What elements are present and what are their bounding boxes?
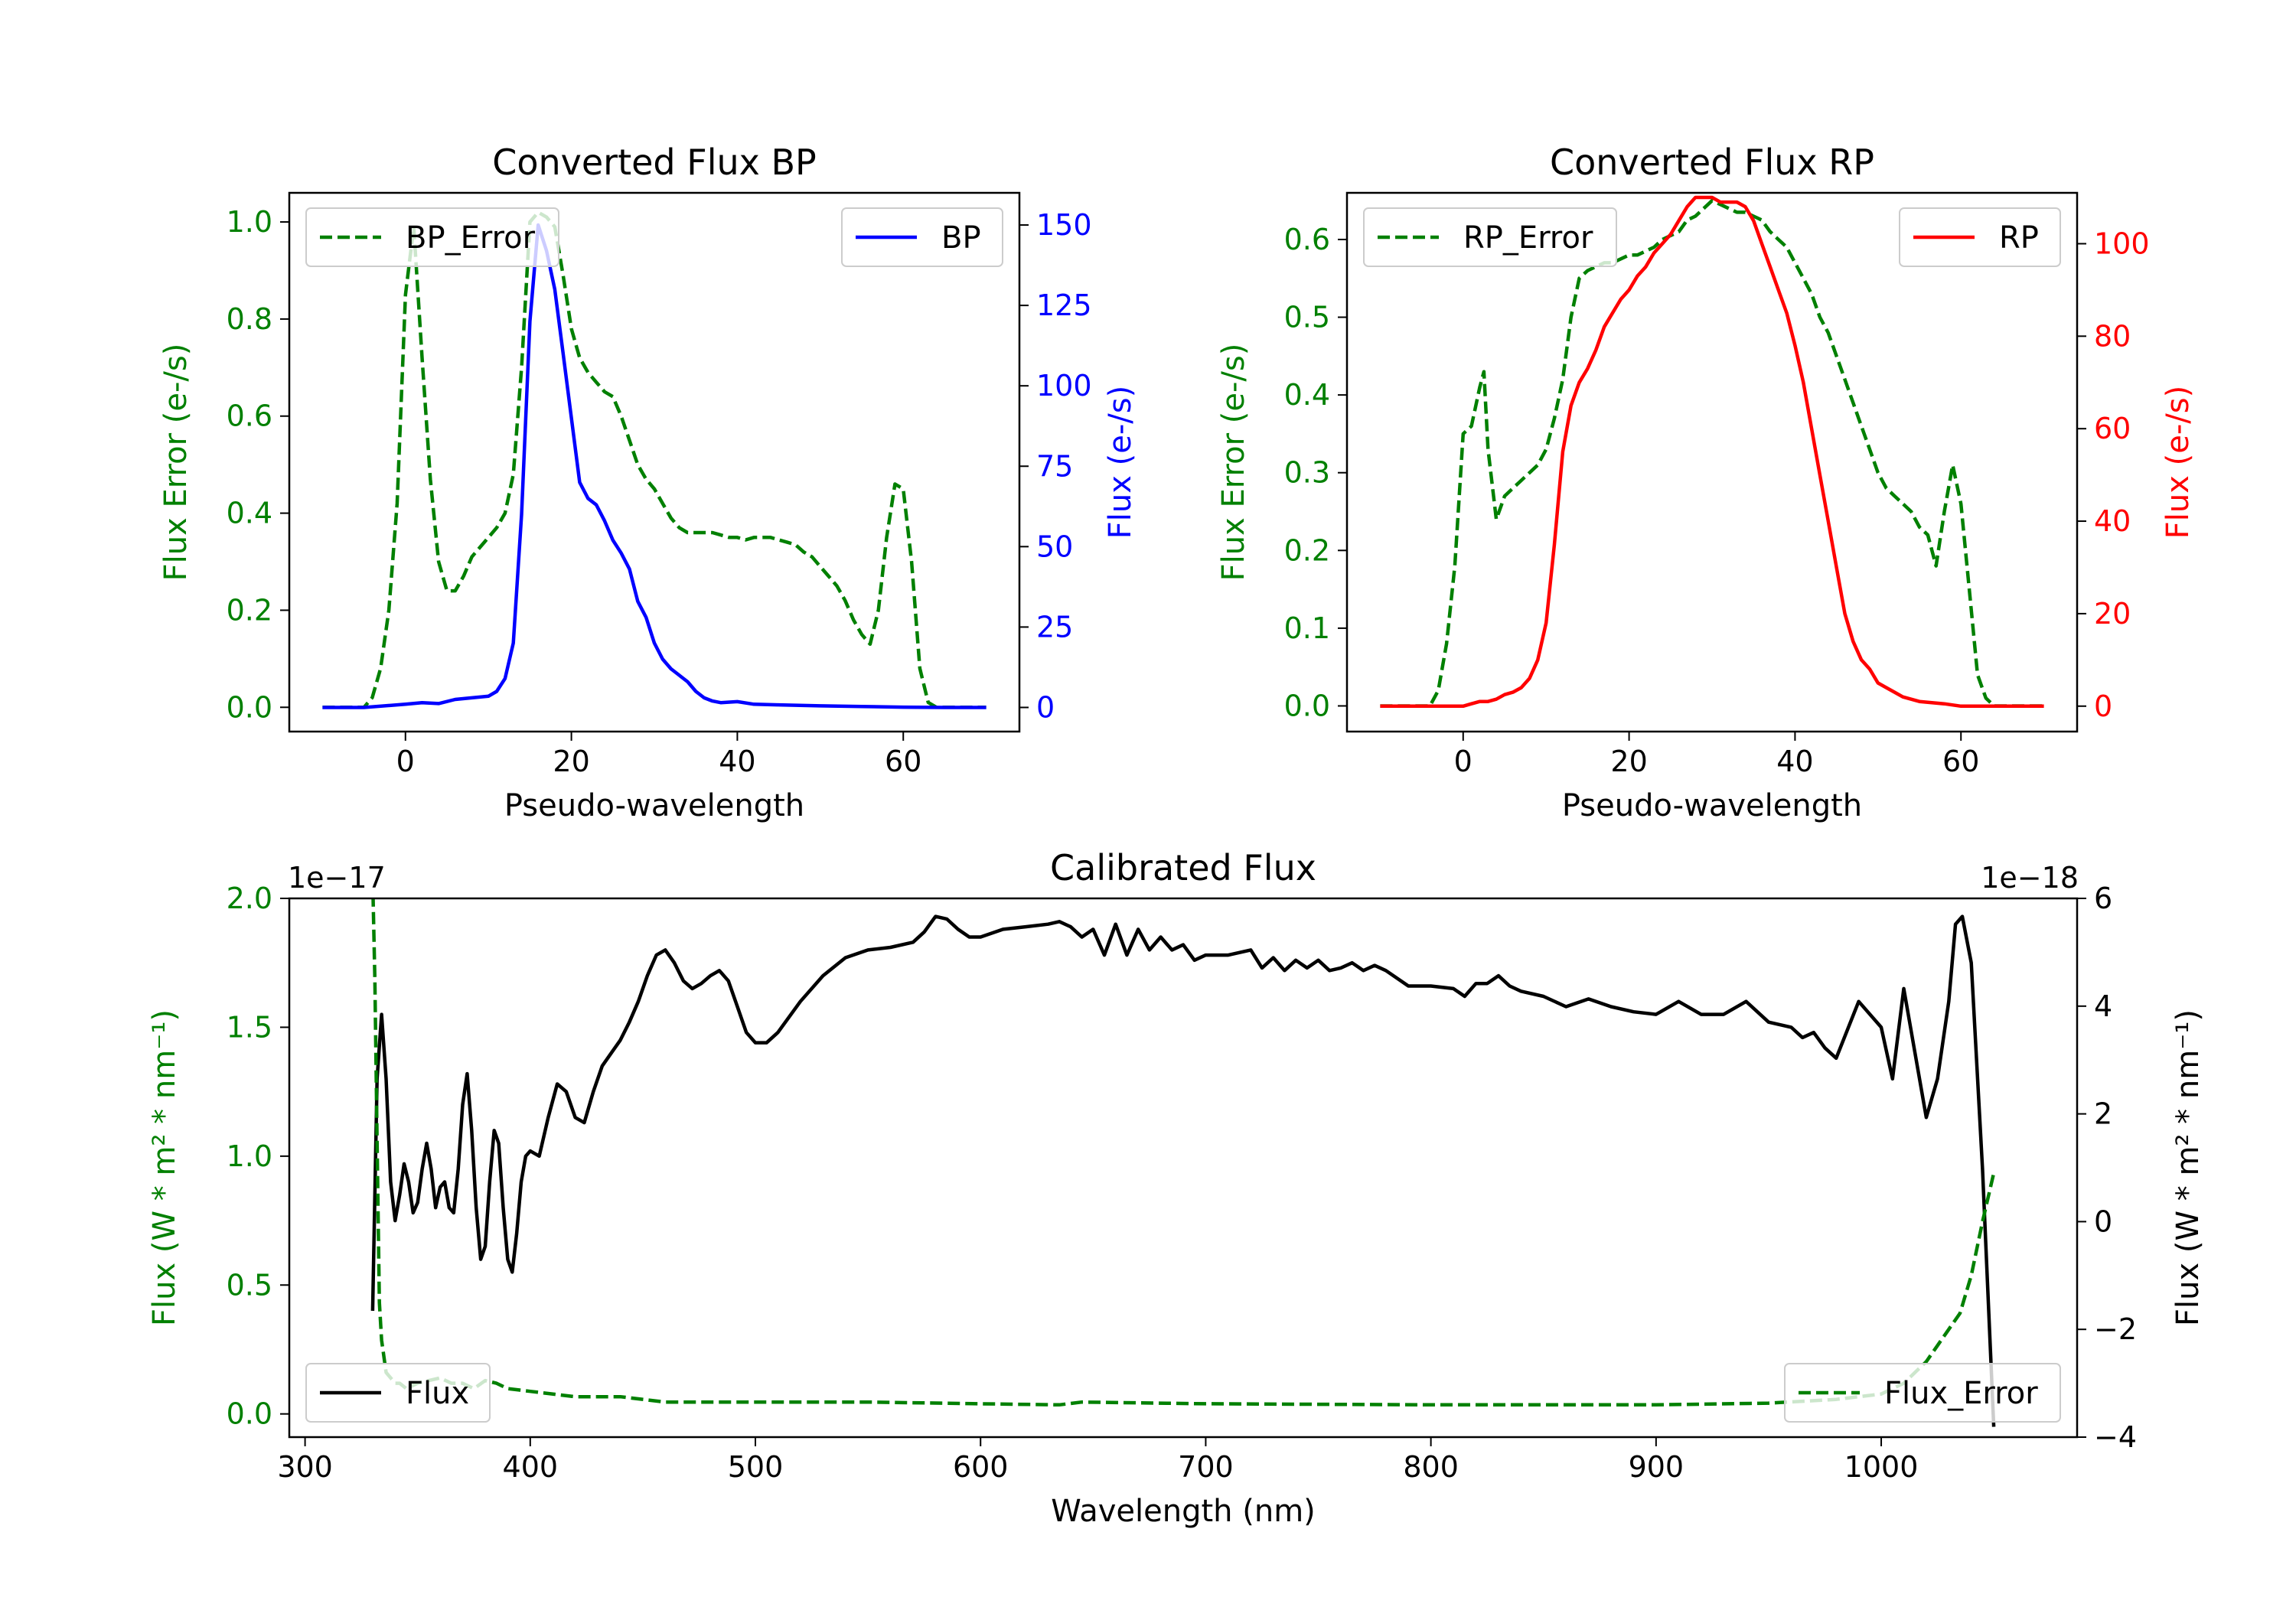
y-right-axis-label: Flux (W * m² * nm⁻¹) [2170, 1009, 2206, 1326]
legend-rp-error: RP_Error [1363, 207, 1617, 267]
y-right-tick-label: −2 [2094, 1312, 2137, 1346]
y-left-tick-label: 0.8 [227, 302, 272, 336]
x-tick-label: 40 [1776, 745, 1813, 778]
y-left-tick-label: 0.0 [227, 690, 272, 724]
legend-box [305, 207, 559, 267]
axes-frame [1345, 191, 2079, 733]
y-right-tick-label: 20 [2094, 597, 2131, 631]
x-tick-label: 0 [1454, 745, 1473, 778]
calibrated-panel: 300 400 500 600 700 800 900 1000 0.0 0.5 1.0 1.5 2.0… [147, 847, 2206, 1529]
y-left-tick-label: 0.5 [1284, 301, 1330, 334]
legend-bp: BP [841, 207, 1003, 267]
y-right-tick-label: 125 [1036, 288, 1092, 322]
y-left-tick-label: 1.0 [227, 205, 272, 239]
x-tick-label: 60 [1942, 745, 1979, 778]
y-left-tick-label: 0.2 [1284, 533, 1330, 567]
y-left-tick-label: 0.6 [227, 399, 272, 433]
y-right-tick-label: 80 [2094, 319, 2131, 353]
y-right-tick-label: 6 [2094, 882, 2112, 915]
x-tick-label: 20 [553, 745, 589, 778]
legend-label: BP [941, 220, 981, 256]
y-left-tick-label: 1.5 [227, 1010, 272, 1044]
bp-panel: 0 20 40 60 0.0 0.2 0.4 0.6 0.8 1.0 0 25 50 75 100 125 15… [158, 142, 1138, 823]
x-tick-label: 900 [1629, 1450, 1684, 1484]
legend-box [841, 207, 1003, 267]
x-tick-label: 300 [277, 1450, 333, 1484]
x-tick-label: 500 [728, 1450, 784, 1484]
x-tick-label: 20 [1610, 745, 1647, 778]
y-right-axis-label: Flux (e-/s) [1103, 386, 1138, 539]
chart-title: Converted Flux RP [1550, 142, 1874, 183]
y-right-tick-label: 40 [2094, 504, 2131, 538]
y-right-tick-label: 0 [2094, 1204, 2112, 1238]
axes-frame [288, 897, 2079, 1439]
y-right-tick-label: 4 [2094, 989, 2112, 1023]
series-rp-error-line [1380, 198, 2044, 708]
y-right-tick-label: 100 [1036, 369, 1092, 403]
x-tick-label: 700 [1178, 1450, 1234, 1484]
legend-box [1363, 207, 1617, 267]
x-tick-label: 1000 [1844, 1450, 1919, 1484]
y-right-tick-label: 50 [1036, 530, 1073, 563]
chart-title: Converted Flux BP [492, 142, 817, 183]
x-axis-label: Pseudo-wavelength [504, 788, 804, 823]
axes-frame [288, 191, 1021, 733]
y-right-tick-label: 75 [1036, 449, 1073, 483]
series-flux-error-line [371, 898, 1996, 1407]
rp-panel: 0 20 40 60 0.0 0.1 0.2 0.3 0.4 0.5 0.6 0 20 40 60 80 100… [1216, 142, 2196, 823]
legend-rp: RP [1899, 207, 2061, 267]
y-left-axis-label: Flux Error (e-/s) [1216, 344, 1251, 582]
y-right-tick-label: 60 [2094, 412, 2131, 445]
y-right-tick-label: 100 [2094, 227, 2150, 260]
legend-box [305, 1363, 491, 1423]
legend-label: RP [1999, 220, 2039, 256]
y-left-tick-label: 0.3 [1284, 456, 1330, 490]
y-left-axis-label: Flux Error (e-/s) [158, 344, 194, 582]
legend-label: RP_Error [1463, 220, 1593, 256]
x-tick-label: 0 [396, 745, 415, 778]
y-right-tick-label: 25 [1036, 610, 1073, 644]
legend-label: BP_Error [406, 220, 536, 256]
x-tick-label: 600 [953, 1450, 1009, 1484]
series-rp-line [1380, 195, 2044, 709]
series-flux-line [370, 914, 1996, 1427]
legend-flux: Flux [305, 1363, 491, 1423]
legend-label: Flux [406, 1376, 469, 1411]
series-bp-error-line [322, 210, 987, 709]
legend-label: Flux_Error [1884, 1376, 2038, 1411]
y-left-tick-label: 0.2 [227, 593, 272, 627]
y-left-tick-label: 0.0 [227, 1397, 272, 1431]
chart-title: Calibrated Flux [1050, 847, 1316, 888]
x-tick-label: 400 [503, 1450, 559, 1484]
y-left-tick-label: 0.4 [227, 497, 272, 530]
legend-box [1899, 207, 2061, 267]
y-left-offset-label: 1e−17 [288, 861, 386, 895]
x-tick-label: 800 [1403, 1450, 1459, 1484]
y-right-tick-label: 2 [2094, 1097, 2112, 1131]
y-right-tick-label: 0 [2094, 689, 2112, 723]
y-left-tick-label: 0.6 [1284, 223, 1330, 256]
y-right-offset-label: 1e−18 [1981, 861, 2079, 895]
legend-bp-error: BP_Error [305, 207, 559, 267]
y-left-tick-label: 0.1 [1284, 611, 1330, 645]
y-right-tick-label: −4 [2094, 1420, 2137, 1454]
y-left-axis-label: Flux (W * m² * nm⁻¹) [147, 1009, 182, 1326]
x-tick-label: 60 [885, 745, 921, 778]
x-axis-label: Wavelength (nm) [1051, 1494, 1316, 1529]
y-left-tick-label: 2.0 [227, 882, 272, 915]
y-right-tick-label: 150 [1036, 208, 1092, 242]
series-bp-line [322, 223, 987, 709]
legend-box [1784, 1363, 2061, 1423]
y-left-tick-label: 0.0 [1284, 689, 1330, 722]
legend-flux-error: Flux_Error [1784, 1363, 2061, 1423]
y-left-tick-label: 1.0 [227, 1139, 272, 1173]
y-right-axis-label: Flux (e-/s) [2161, 386, 2196, 539]
y-left-tick-label: 0.5 [227, 1268, 272, 1302]
y-left-tick-label: 0.4 [1284, 378, 1330, 412]
y-right-tick-label: 0 [1036, 690, 1055, 724]
x-tick-label: 40 [719, 745, 755, 778]
x-axis-label: Pseudo-wavelength [1562, 788, 1862, 823]
